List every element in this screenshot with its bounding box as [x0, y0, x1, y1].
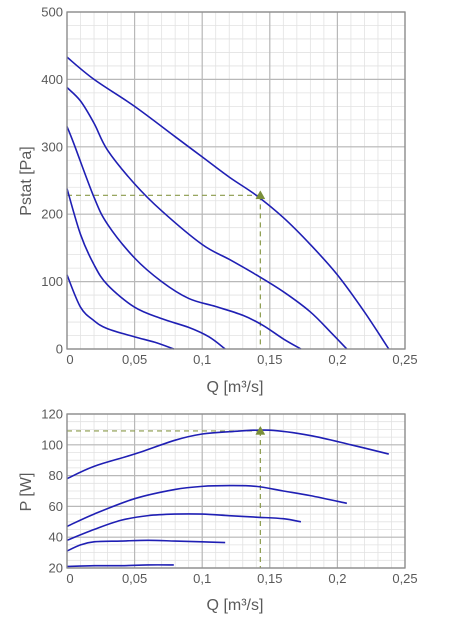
pressure-curve-4: [66, 188, 226, 350]
pressure-operating-point: [255, 190, 266, 200]
pressure-x-ticks: 0 0,05 0,1 0,15 0,2 0,25: [66, 352, 417, 367]
operating-point-marker: [255, 190, 266, 200]
y-tick-label: 120: [41, 407, 63, 422]
y-tick-label: 500: [41, 5, 63, 20]
power-curve-2: [66, 484, 348, 528]
power-operating-point: [255, 425, 266, 435]
x-tick-label: 0,05: [122, 571, 147, 586]
pressure-curve-5: [66, 274, 175, 350]
power-curve-3: [66, 513, 302, 542]
y-tick-label: 40: [49, 530, 63, 545]
pressure-plot-frame: [66, 11, 406, 350]
pressure-curve-3: [66, 126, 302, 350]
x-tick-label: 0: [66, 352, 73, 367]
x-tick-label: 0,25: [392, 352, 417, 367]
pressure-x-axis-label: Q [m³/s]: [207, 379, 264, 396]
y-tick-label: 100: [41, 274, 63, 289]
x-tick-label: 0,15: [257, 352, 282, 367]
power-plot-frame: [66, 413, 406, 569]
power-x-ticks: 0 0,05 0,1 0,15 0,2 0,25: [66, 571, 417, 586]
power-guide-lines: [67, 430, 261, 568]
pressure-y-ticks: 0 100 200 300 400 500: [41, 5, 63, 357]
y-tick-label: 0: [56, 342, 63, 357]
pressure-chart: 0 0,05 0,1 0,15 0,2 0,25 0 100 200 300 400 500 Q […: [18, 5, 418, 397]
operating-point-marker: [255, 425, 266, 435]
y-tick-label: 20: [49, 561, 63, 576]
plot-background: [67, 12, 405, 349]
pressure-curves: [66, 56, 390, 350]
y-tick-label: 200: [41, 207, 63, 222]
power-curve-5: [66, 564, 174, 568]
x-tick-label: 0,2: [328, 352, 346, 367]
x-tick-label: 0,2: [328, 571, 346, 586]
y-tick-label: 100: [41, 437, 63, 452]
power-minor-grid: [67, 414, 405, 568]
y-tick-label: 300: [41, 139, 63, 154]
y-tick-label: 400: [41, 72, 63, 87]
x-tick-label: 0,1: [193, 571, 211, 586]
power-y-ticks: 20 40 60 80 100 120: [41, 407, 63, 576]
power-curve-1: [66, 429, 389, 480]
x-tick-label: 0,25: [392, 571, 417, 586]
x-tick-label: 0: [66, 571, 73, 586]
power-curves: [66, 429, 389, 568]
y-tick-label: 80: [49, 468, 63, 483]
x-tick-label: 0,1: [193, 352, 211, 367]
power-curve-4: [66, 539, 226, 552]
y-tick-label: 60: [49, 499, 63, 514]
x-tick-label: 0,05: [122, 352, 147, 367]
pressure-curve-2: [66, 86, 348, 350]
pressure-y-axis-label: Pstat [Pa]: [18, 146, 35, 215]
x-tick-label: 0,15: [257, 571, 282, 586]
power-y-axis-label: P [W]: [18, 473, 35, 512]
pressure-curve-1: [66, 56, 390, 350]
power-chart: 0 0,05 0,1 0,15 0,2 0,25 20 40 60 80 100 120 Q [m³…: [18, 407, 418, 615]
power-x-axis-label: Q [m³/s]: [207, 597, 264, 614]
